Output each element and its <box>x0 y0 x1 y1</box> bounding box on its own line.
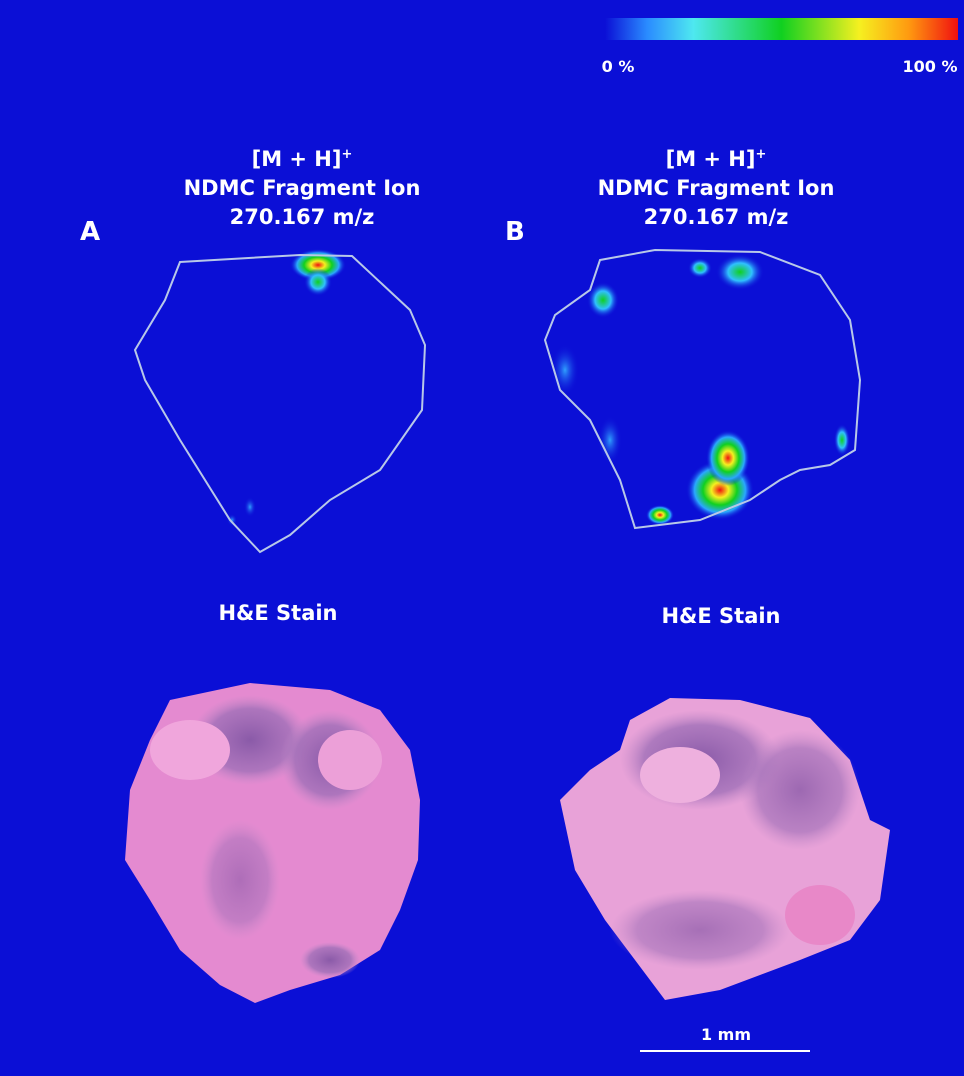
adduct: [M + H] <box>666 147 756 171</box>
ion-name: NDMC Fragment Ion <box>184 176 421 200</box>
hotspot <box>716 254 764 290</box>
colorbar <box>605 18 958 40</box>
hotspot <box>646 505 674 525</box>
figure: 0 % 100 % [M + H]+ NDMC Fragment Ion 270… <box>0 0 964 1076</box>
page: 0 % 100 % [M + H]+ NDMC Fragment Ion 270… <box>0 0 964 1076</box>
ion-mz: 270.167 m/z <box>230 205 375 229</box>
stain-title: H&E Stain <box>661 604 780 628</box>
charge: + <box>755 147 766 162</box>
stain-region <box>318 730 382 790</box>
ion-adduct: [M + H]+ <box>252 147 353 171</box>
stain-title: H&E Stain <box>218 601 337 625</box>
ion-mz: 270.167 m/z <box>644 205 789 229</box>
panel-label: A <box>80 217 100 247</box>
stain-region <box>150 720 230 780</box>
colorbar-min-label: 0 % <box>602 57 635 76</box>
hotspot <box>551 344 579 396</box>
stain-region <box>300 942 360 978</box>
hotspot <box>244 497 256 517</box>
ion-name: NDMC Fragment Ion <box>598 176 835 200</box>
stain-region <box>785 885 855 945</box>
stain-region <box>200 820 280 940</box>
charge: + <box>341 147 352 162</box>
scale-bar-label: 1 mm <box>701 1025 751 1044</box>
stain-region <box>640 747 720 803</box>
ion-adduct: [M + H]+ <box>666 147 767 171</box>
hotspot <box>598 416 622 464</box>
adduct: [M + H] <box>252 147 342 171</box>
hotspot <box>706 430 750 486</box>
hotspot <box>304 268 332 296</box>
panel-label: B <box>505 217 525 247</box>
hotspot <box>834 424 850 456</box>
stain-region <box>610 890 790 970</box>
stain-region <box>740 730 860 850</box>
colorbar-max-label: 100 % <box>903 57 958 76</box>
hotspot <box>688 258 712 278</box>
